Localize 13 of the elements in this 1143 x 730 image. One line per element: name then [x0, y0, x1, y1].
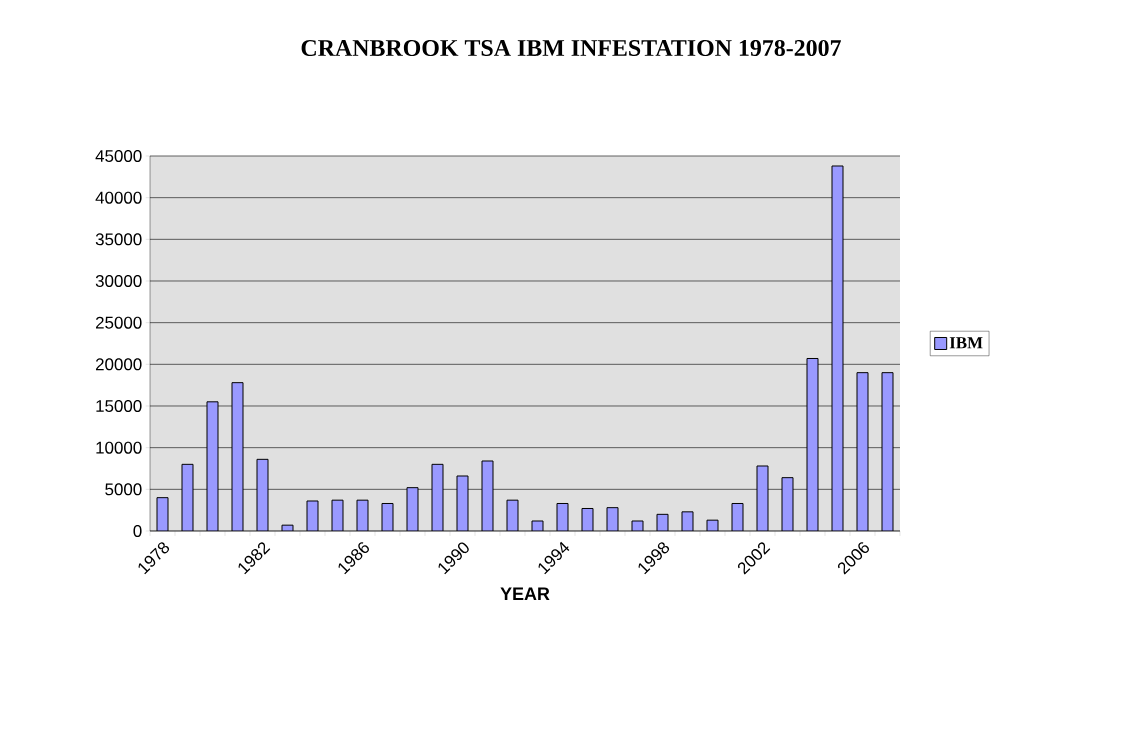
- y-tick-label: 0: [133, 525, 142, 537]
- y-tick-label: 10000: [96, 441, 142, 454]
- y-tick-label: 45000: [95, 150, 142, 162]
- y-tick-label: 15000: [96, 400, 142, 412]
- y-tick-label: 25000: [95, 316, 142, 329]
- x-axis-title: YEAR: [500, 587, 550, 600]
- chart-title: CRANBROOK TSA IBM INFESTATION 1978-2007: [301, 39, 841, 57]
- y-tick-label: 5000: [105, 483, 142, 496]
- y-tick-label: 20000: [95, 358, 142, 371]
- y-tick-label: 30000: [95, 275, 142, 287]
- y-tick-label: 35000: [95, 233, 142, 246]
- y-tick-label: 40000: [95, 191, 142, 204]
- legend-label: IBM: [949, 337, 983, 349]
